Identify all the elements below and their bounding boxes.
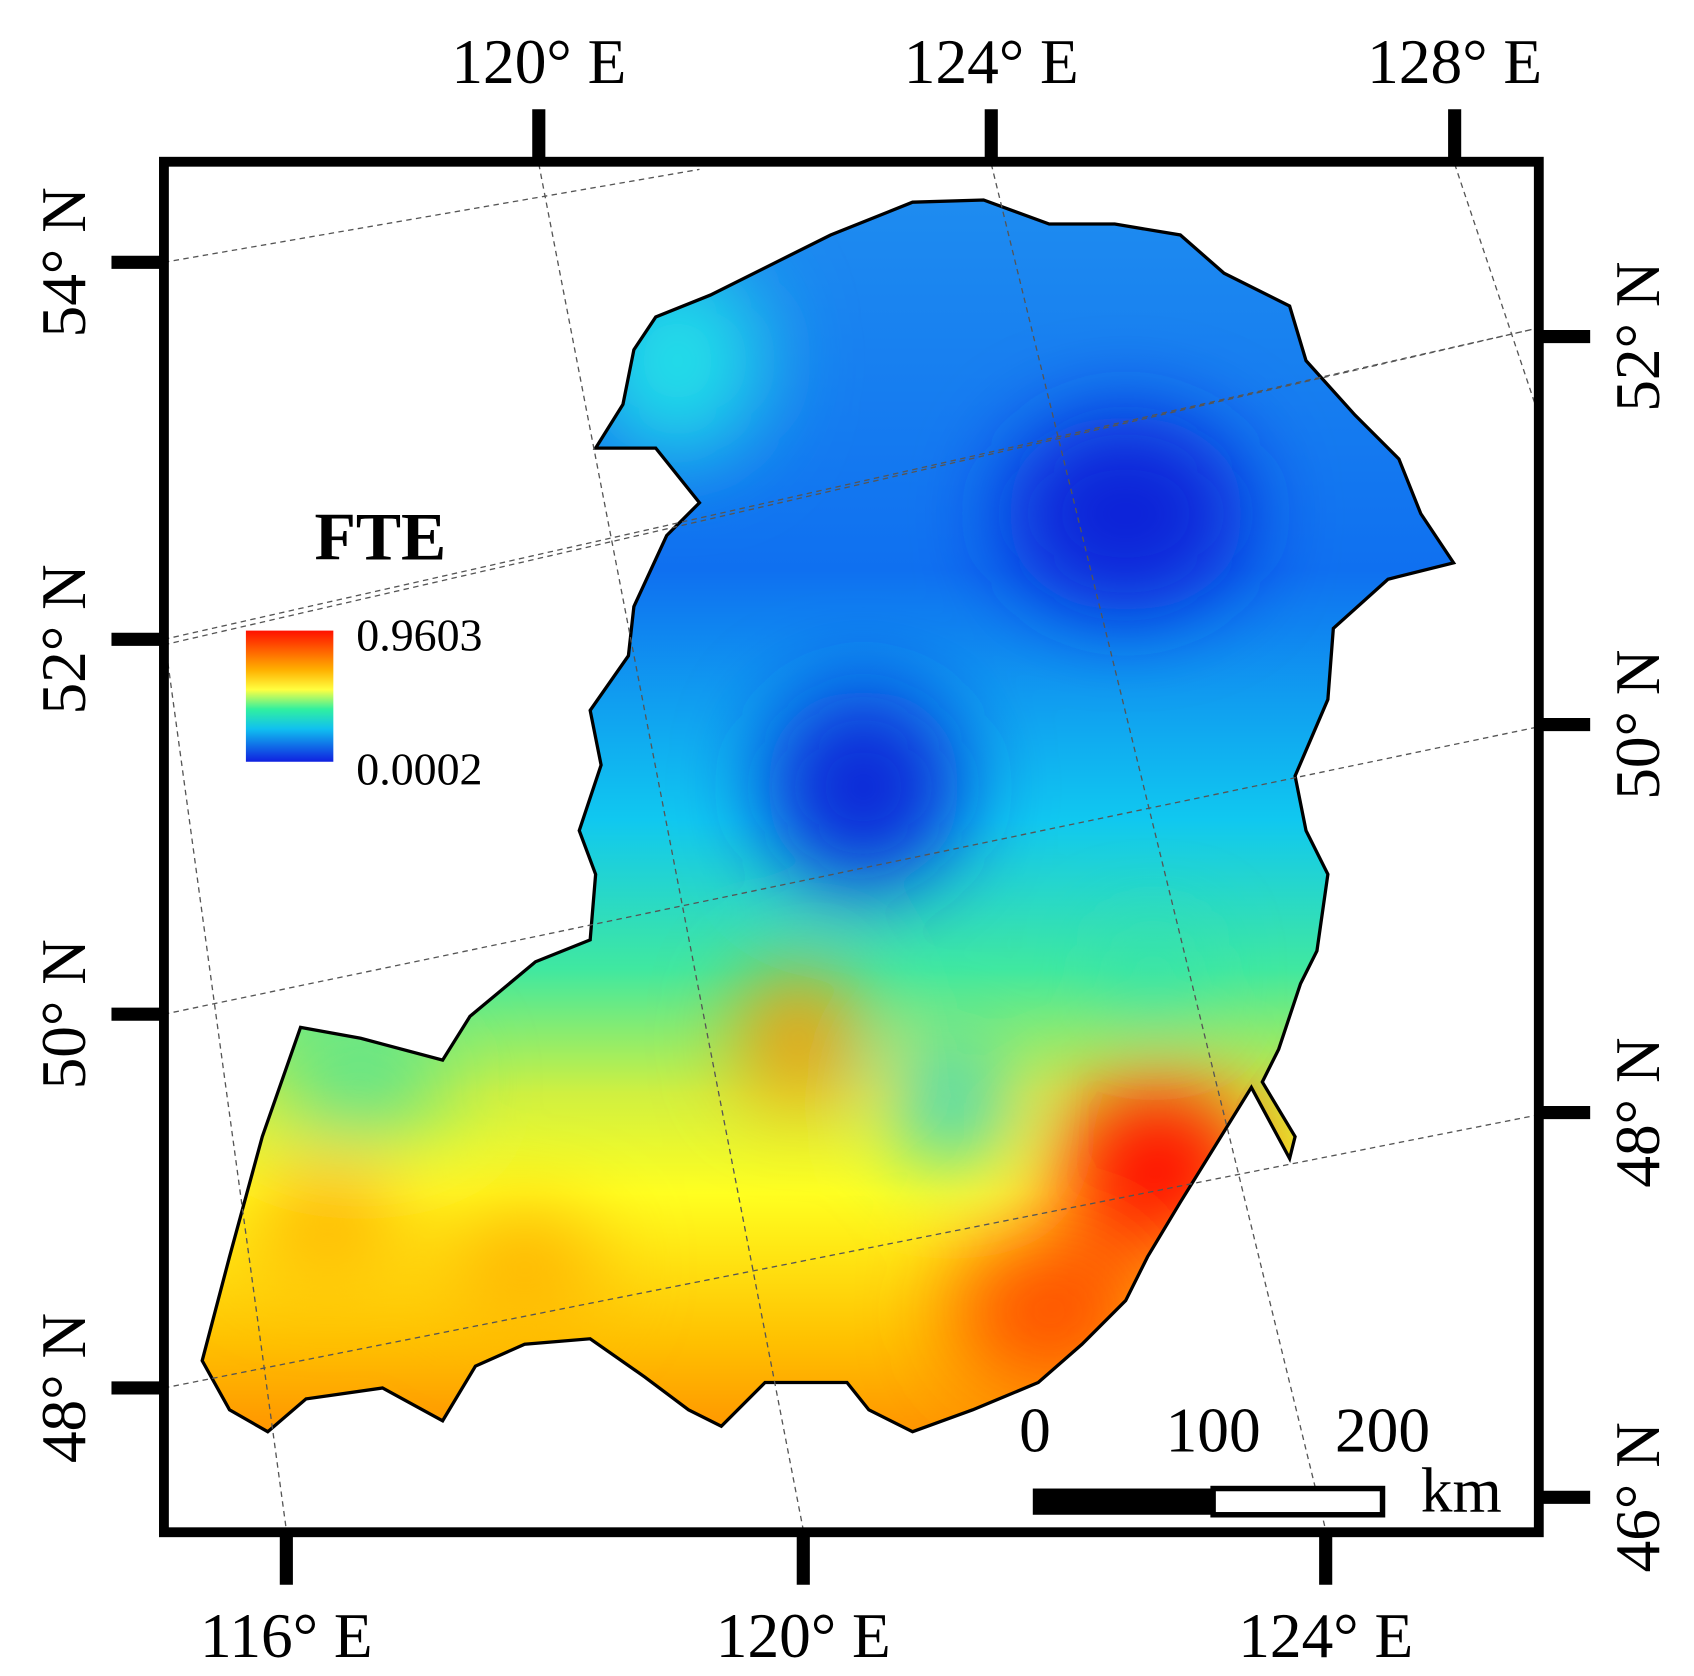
left-label: 52° N (29, 564, 99, 714)
legend-ramp (245, 630, 334, 762)
graticule (163, 163, 1540, 1531)
map-body: 120° E 124° E 128° E 116° E 120° E 124° … (29, 27, 1673, 1671)
bottom-label: 116° E (200, 1601, 373, 1671)
right-label: 48° N (1603, 1037, 1673, 1187)
top-label: 128° E (1367, 27, 1542, 97)
top-label: 120° E (451, 27, 626, 97)
legend-min: 0.0002 (356, 744, 482, 795)
right-label: 50° N (1603, 649, 1673, 799)
left-label: 48° N (29, 1313, 99, 1463)
left-label: 54° N (29, 187, 99, 337)
legend-max: 0.9603 (356, 609, 482, 660)
ticks (111, 109, 1591, 1585)
scale-label: 0 (1019, 1395, 1051, 1465)
scale-label: 100 (1166, 1395, 1261, 1465)
legend: FTE 0.9603 0.0002 (245, 500, 482, 795)
bottom-label: 124° E (1238, 1601, 1413, 1671)
left-label: 50° N (29, 939, 99, 1089)
frame (159, 156, 1544, 1538)
top-label: 124° E (904, 27, 1079, 97)
scale-label: 200 (1335, 1395, 1430, 1465)
bottom-label: 120° E (716, 1601, 891, 1671)
right-label: 46° N (1603, 1422, 1673, 1572)
legend-title: FTE (314, 500, 446, 575)
scale-unit: km (1421, 1455, 1502, 1525)
fte-surface (202, 200, 1454, 1432)
scale-bar: 0 100 200 km (1019, 1395, 1502, 1525)
right-label: 52° N (1603, 261, 1673, 411)
